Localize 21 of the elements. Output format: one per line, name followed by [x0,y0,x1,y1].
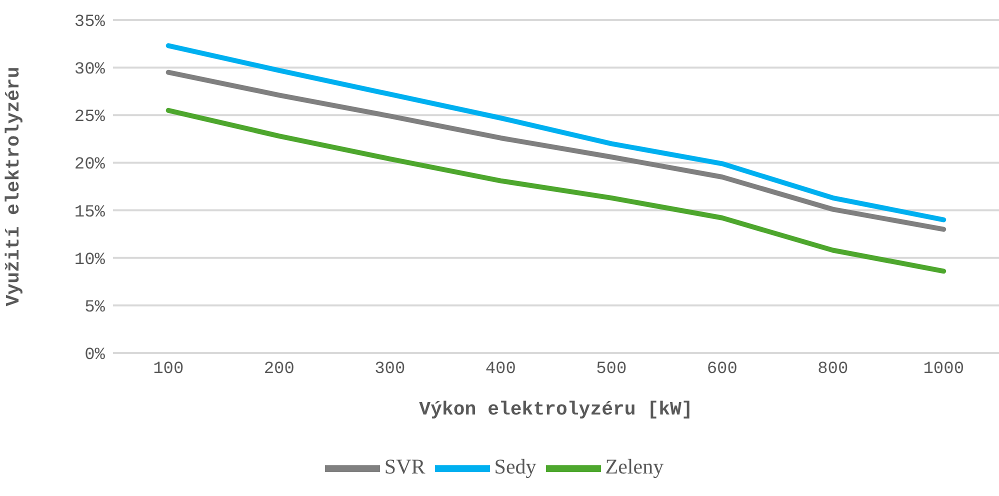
y-tick-label: 25% [74,108,106,128]
y-tick-label: 20% [74,156,106,175]
y-axis-title: Využití elektrolyzéru [2,66,25,306]
y-tick-label: 5% [84,298,106,318]
y-tick-label: 35% [74,13,106,32]
y-tick-label: 10% [74,250,106,270]
legend-label: SVR [384,454,426,478]
x-tick-label: 500 [596,360,627,380]
y-tick-label: 0% [84,346,106,366]
x-axis-title: Výkon elektrolyzéru [kW] [419,398,693,420]
y-tick-label: 30% [74,60,106,80]
x-tick-label: 800 [818,360,848,380]
x-tick-label: 1000 [923,360,964,380]
x-tick-label: 200 [264,360,294,380]
y-tick-label: 15% [74,203,106,222]
x-tick-label: 100 [153,360,184,380]
x-tick-label: 600 [706,360,738,380]
x-tick-label: 300 [374,360,406,380]
x-tick-label: 400 [485,360,516,380]
legend-label: Zeleny [605,454,664,478]
legend-label: Sedy [494,454,536,478]
